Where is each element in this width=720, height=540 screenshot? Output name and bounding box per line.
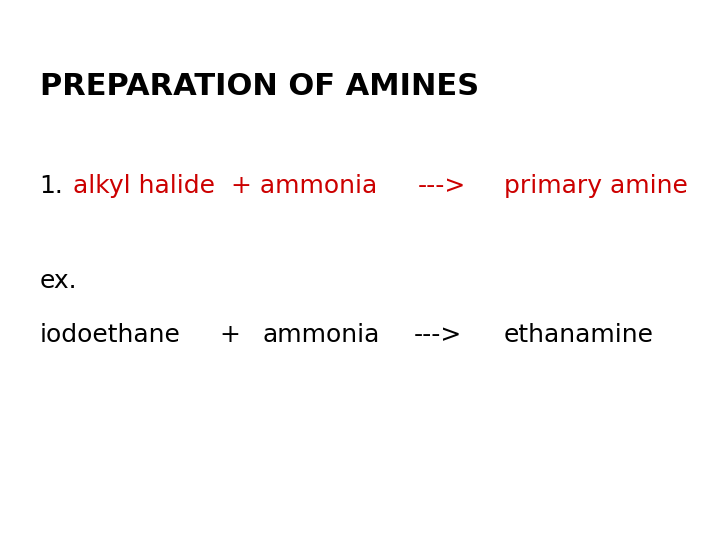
- Text: ethanamine: ethanamine: [504, 323, 654, 347]
- Text: 1.: 1.: [40, 174, 63, 198]
- Text: iodoethane: iodoethane: [40, 323, 181, 347]
- Text: primary amine: primary amine: [504, 174, 688, 198]
- Text: alkyl halide  + ammonia: alkyl halide + ammonia: [65, 174, 377, 198]
- Text: ammonia: ammonia: [263, 323, 380, 347]
- Text: --->: --->: [418, 174, 466, 198]
- Text: +: +: [220, 323, 240, 347]
- Text: --->: --->: [414, 323, 462, 347]
- Text: PREPARATION OF AMINES: PREPARATION OF AMINES: [40, 72, 479, 101]
- Text: ex.: ex.: [40, 269, 77, 293]
